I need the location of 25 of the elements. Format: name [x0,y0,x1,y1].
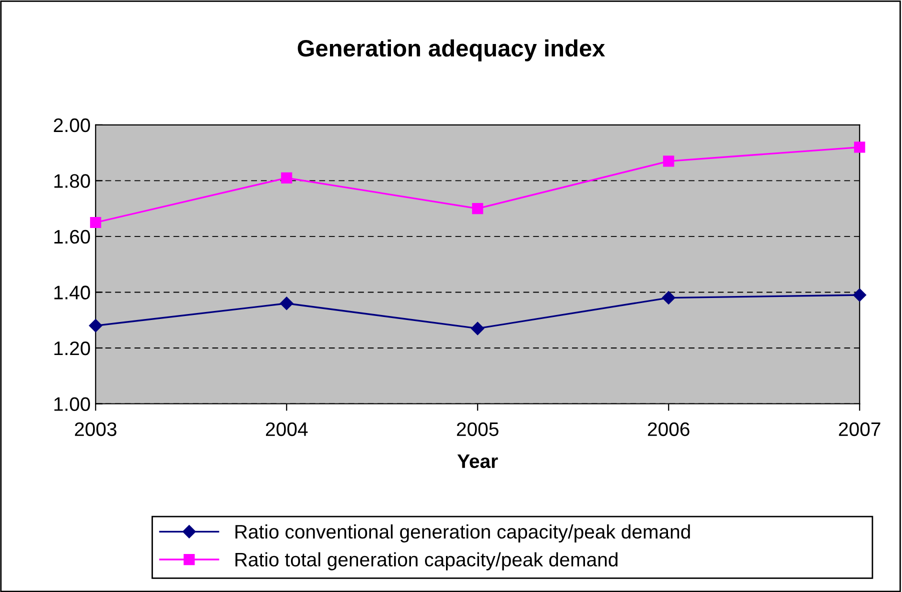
point [854,142,866,153]
point [89,319,102,332]
x-tick-label: 2007 [838,422,880,436]
y-tick-label: 1.00 [54,397,90,411]
x-tick-label: 2006 [648,422,690,436]
y-tick-label: 1.40 [54,286,90,300]
y-tick-label: 1.60 [54,230,90,244]
y-tick-label: 1.20 [54,341,90,356]
point [471,322,484,336]
x-tick-label: 2004 [266,422,308,436]
y-tick-label: 2.00 [54,118,90,132]
point [663,156,674,167]
point [853,288,866,302]
point [90,216,102,228]
chart-title: Generation adequacy index [298,39,606,62]
x-tick-label: 2005 [456,422,498,436]
x-tick-label: 2003 [74,422,116,436]
point [281,172,292,184]
legend-label: Ratio total generation capacity/peak demand [236,552,618,570]
point [472,203,484,214]
point [280,296,294,310]
legend-label: Ratio conventional generation capacity/peak demand [236,524,690,543]
point [662,291,676,304]
y-tick-label: 1.80 [54,174,90,188]
x-axis-title: Year [457,454,498,468]
